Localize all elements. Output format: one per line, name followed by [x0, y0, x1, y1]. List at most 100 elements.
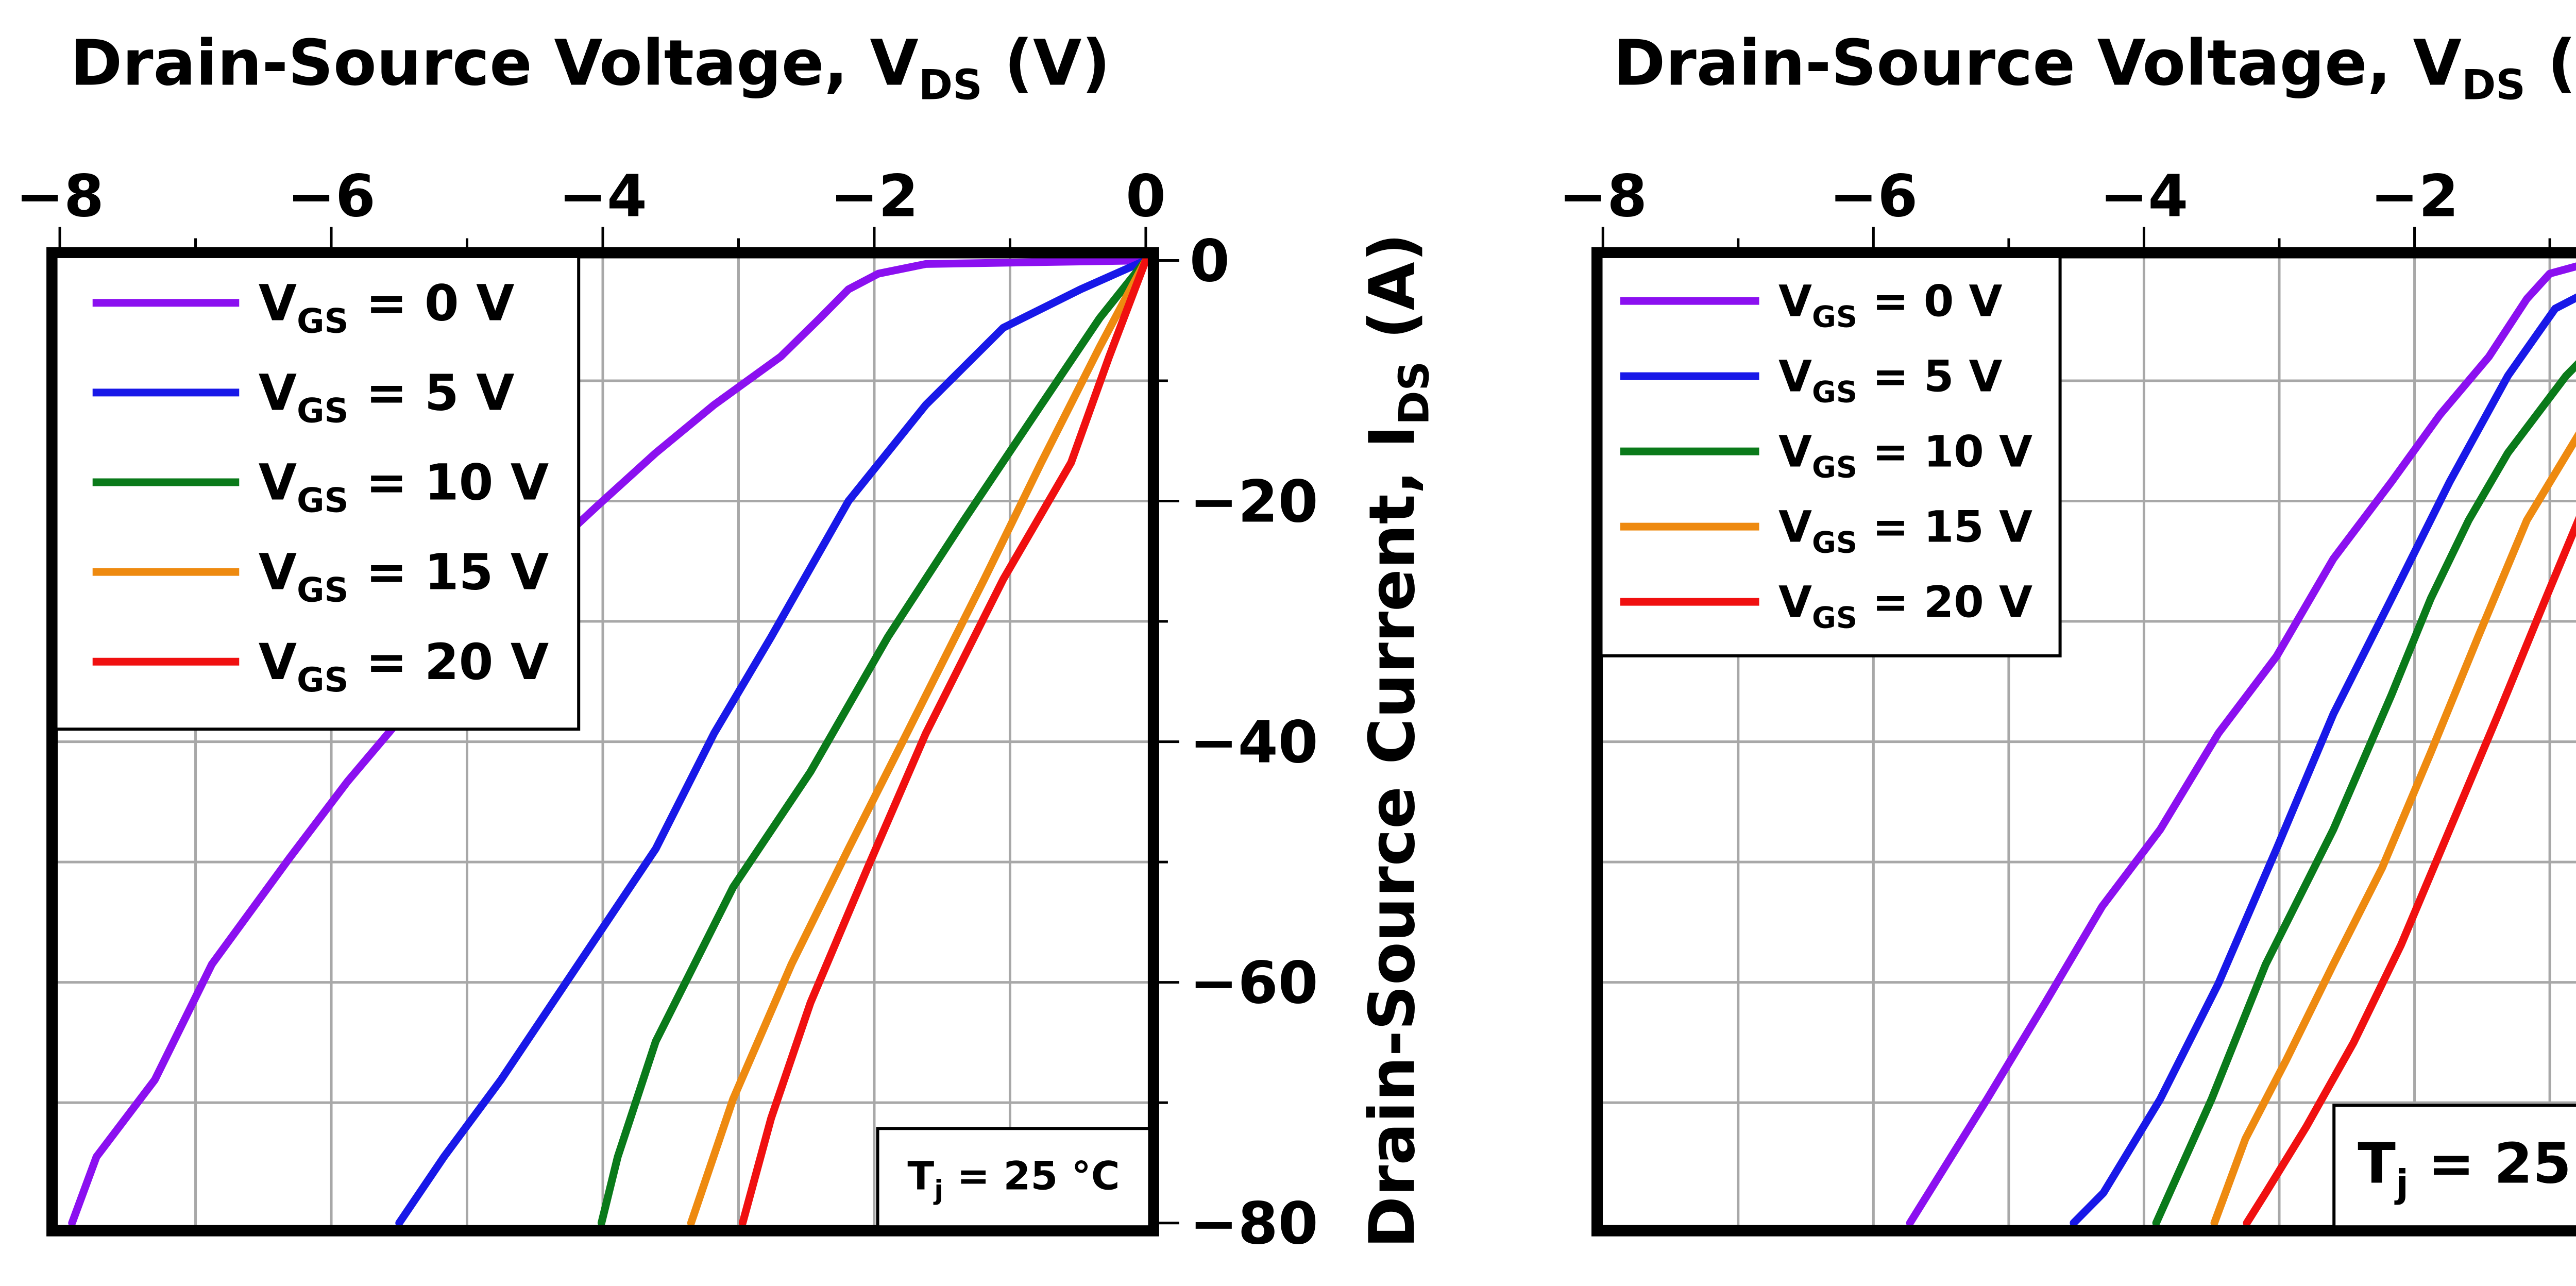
y-axis-label: Drain-Source Current, IDS (A)	[1355, 233, 1438, 1248]
legend-label-subscript: GS	[297, 392, 349, 431]
annotation-text: Tj = 25 °C	[907, 1153, 1120, 1206]
series-line-vgs-10v	[2152, 360, 2576, 1227]
x-tick-label: −4	[2100, 163, 2189, 230]
x-axis-label-main: Drain-Source Voltage, V	[70, 27, 919, 100]
legend-item: VGS = 15 V	[1620, 502, 2032, 560]
annotation-box	[2332, 1104, 2576, 1229]
annotation-value: = 25 °C	[943, 1153, 1120, 1199]
legend-label-value: = 20 V	[1857, 577, 2032, 628]
legend-box	[1599, 255, 2062, 657]
legend-label: VGS = 10 V	[1778, 426, 2032, 484]
x-axis-label: Drain-Source Voltage, VDS (V)	[70, 27, 1110, 109]
legend-label-subscript: GS	[297, 661, 349, 700]
legend-label-subscript: GS	[297, 571, 349, 610]
legend-label-main: V	[1778, 577, 1812, 628]
legend-label-main: V	[259, 274, 297, 332]
legend-item: VGS = 20 V	[1620, 577, 2032, 635]
annotation-subscript: j	[933, 1175, 943, 1206]
legend-label: VGS = 0 V	[1778, 276, 2003, 334]
legend-label-subscript: GS	[1812, 450, 1857, 484]
legend-label-subscript: GS	[1812, 526, 1857, 560]
annotation-subscript: j	[2394, 1162, 2409, 1206]
legend-label: VGS = 10 V	[259, 454, 549, 520]
legend-label-main: V	[259, 454, 297, 512]
x-tick-label: −4	[558, 163, 647, 230]
series-line-vgs-15v	[687, 256, 1150, 1227]
legend-label-subscript: GS	[1812, 300, 1857, 334]
legend-label-value: = 5 V	[1857, 351, 2003, 401]
y-tick-label: −80	[1190, 1191, 1318, 1258]
legend-label-value: = 15 V	[349, 544, 549, 601]
legend-label-value: = 10 V	[1857, 426, 2032, 477]
legend-item: VGS = 0 V	[92, 274, 515, 341]
x-tick-label: −6	[1829, 163, 1918, 230]
x-axis-label-main: Drain-Source Voltage, V	[1613, 27, 2462, 100]
y-tick-label: −20	[1190, 469, 1318, 536]
legend-item: VGS = 5 V	[92, 364, 515, 431]
legend-label: VGS = 15 V	[1778, 502, 2032, 560]
legend-label-value: = 0 V	[349, 274, 515, 332]
legend-label-subscript: GS	[297, 481, 349, 520]
legend-label-subscript: GS	[297, 301, 349, 341]
y-tick-label: −40	[1190, 709, 1318, 776]
legend-label-value: = 5 V	[349, 364, 515, 422]
legend-label: VGS = 5 V	[259, 364, 515, 431]
legend-label-main: V	[1778, 276, 1812, 326]
x-tick-label: −6	[287, 163, 376, 230]
x-axis-label-subscript: DS	[2462, 61, 2526, 109]
y-axis-label-subscript: DS	[1390, 361, 1438, 425]
y-axis-label-main: Drain-Source Current, I	[1355, 425, 1429, 1248]
legend-label-main: V	[259, 633, 297, 691]
series-line-vgs-20v	[738, 256, 1150, 1227]
x-axis-label-subscript: DS	[919, 61, 982, 109]
series-line-vgs-5v	[395, 256, 1150, 1227]
legend-label: VGS = 15 V	[259, 544, 549, 610]
legend-item: VGS = 10 V	[1620, 426, 2032, 484]
series-line-vgs-0v	[1906, 262, 2576, 1227]
legend-item: VGS = 5 V	[1620, 351, 2003, 409]
legend-label-value: = 10 V	[349, 454, 549, 512]
x-axis-label: Drain-Source Voltage, VDS (V)	[1613, 27, 2576, 109]
x-tick-label: −8	[1558, 163, 1647, 230]
x-tick-label: −2	[2370, 163, 2459, 230]
legend-item: VGS = 15 V	[92, 544, 549, 610]
legend-item: VGS = 0 V	[1620, 276, 2003, 334]
legend-label: VGS = 5 V	[1778, 351, 2003, 409]
y-tick-label: −60	[1190, 950, 1318, 1017]
temperature-annotation: Tj = 25 °C	[876, 1127, 1151, 1229]
temperature-annotation: Tj = 25 °C	[2332, 1104, 2576, 1229]
series-line-vgs-15v	[2210, 431, 2576, 1227]
annotation-value: = 25 °C	[2409, 1132, 2576, 1196]
annotation-main: T	[2358, 1132, 2396, 1196]
annotation-text: Tj = 25 °C	[2358, 1132, 2576, 1206]
legend-label-main: V	[259, 544, 297, 601]
legend-label-subscript: GS	[1812, 375, 1857, 409]
annotation-main: T	[907, 1153, 934, 1199]
legend-label: VGS = 0 V	[259, 274, 515, 341]
legend-label-value: = 15 V	[1857, 502, 2032, 552]
legend-label: VGS = 20 V	[259, 633, 549, 700]
x-axis-label-unit: (V)	[982, 27, 1110, 100]
series-line-vgs-10v	[597, 256, 1150, 1227]
x-tick-label: −2	[830, 163, 919, 230]
annotation-box	[876, 1127, 1151, 1229]
legend-item: VGS = 10 V	[92, 454, 549, 520]
legend-box	[54, 255, 581, 731]
y-axis-label-unit: (A)	[1355, 233, 1429, 361]
x-axis-label-unit: (V)	[2526, 27, 2576, 100]
series-line-vgs-20v	[2243, 516, 2576, 1227]
x-tick-label: −8	[15, 163, 104, 230]
legend-label: VGS = 20 V	[1778, 577, 2032, 635]
series-line-vgs-5v	[2070, 293, 2576, 1227]
legend-label-value: = 20 V	[349, 633, 549, 691]
legend-label-subscript: GS	[1812, 601, 1857, 635]
legend-label-main: V	[1778, 351, 1812, 401]
legend-label-main: V	[1778, 502, 1812, 552]
y-tick-label: 0	[1190, 228, 1230, 295]
legend-label-main: V	[1778, 426, 1812, 477]
